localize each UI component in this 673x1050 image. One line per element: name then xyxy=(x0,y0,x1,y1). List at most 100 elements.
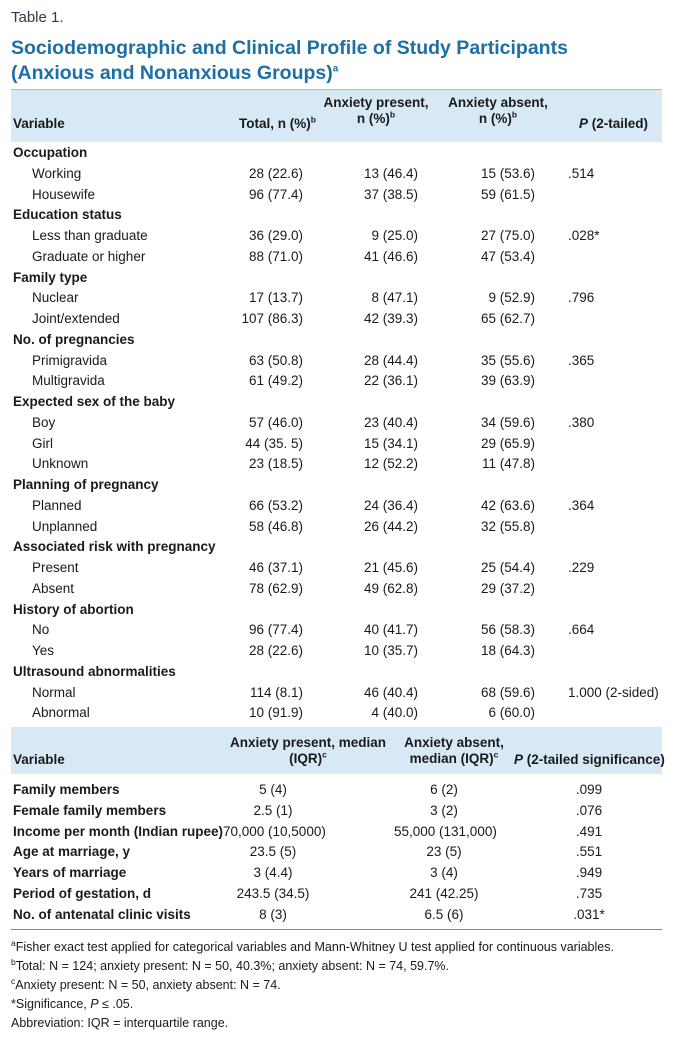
cell-anxiety-absent: 32 (55.8) xyxy=(480,518,535,534)
table-label: Table 1. xyxy=(11,9,64,26)
footnote: cAnxiety present: N = 50, anxiety absent… xyxy=(11,975,281,992)
row-label: Multigravida xyxy=(32,373,105,389)
cell-anxiety-absent: 42 (63.6) xyxy=(480,497,535,513)
section-heading: Family type xyxy=(13,269,88,285)
row-label: Period of gestation, d xyxy=(13,885,152,901)
cell-anxiety-present: 22 (36.1) xyxy=(363,373,418,389)
header2-variable: Variable xyxy=(13,752,65,767)
cell-anxiety-present: 23 (40.4) xyxy=(363,414,418,430)
row-label: Age at marriage, y xyxy=(13,844,131,860)
row-label: Yes xyxy=(32,643,55,658)
cell-anxiety-absent: 55,000 (131,000) xyxy=(394,823,497,839)
header-total: Total, n (%)b xyxy=(239,114,316,131)
cell-anxiety-present: 21 (45.6) xyxy=(363,560,418,575)
cell-total: 17 (13.7) xyxy=(248,290,303,306)
cell-anxiety-present: 10 (35.7) xyxy=(363,643,418,658)
cell-anxiety-present: 243.5 (34.5) xyxy=(236,885,310,901)
table-bottom-rule xyxy=(11,929,662,930)
cell-anxiety-present: 28 (44.4) xyxy=(363,352,418,368)
section-heading: Education status xyxy=(13,207,122,223)
cell-anxiety-present: 37 (38.5) xyxy=(363,186,418,202)
header-anxiety-absent: Anxiety absent, n (%)b xyxy=(448,95,548,126)
cell-anxiety-present: 4 (40.0) xyxy=(371,705,418,721)
cell-anxiety-absent: 29 (37.2) xyxy=(480,580,535,596)
cell-anxiety-present: 15 (34.1) xyxy=(363,435,418,451)
cell-anxiety-present: 70,000 (10,5000) xyxy=(223,823,326,839)
title-footnote-mark: a xyxy=(332,63,339,75)
header-band-continuous xyxy=(11,727,662,774)
cell-anxiety-present: 13 (46.4) xyxy=(363,165,418,181)
cell-total: 61 (49.2) xyxy=(248,373,303,389)
row-label: Absent xyxy=(32,580,75,596)
cell-total: 96 (77.4) xyxy=(248,622,303,638)
cell-anxiety-absent: 27 (75.0) xyxy=(480,228,535,243)
row-label: Abnormal xyxy=(32,705,90,721)
cell-total: 78 (62.9) xyxy=(248,580,303,596)
cell-anxiety-absent: 65 (62.7) xyxy=(480,311,535,326)
cell-anxiety-present: 42 (39.3) xyxy=(363,311,418,326)
cell-p-value: .514 xyxy=(568,165,595,181)
row-label: Girl xyxy=(32,435,53,451)
cell-anxiety-present: 3 (4.4) xyxy=(253,865,293,880)
cell-total: 96 (77.4) xyxy=(248,186,303,202)
section-heading: Planning of pregnancy xyxy=(13,477,159,492)
section-heading: Expected sex of the baby xyxy=(13,394,176,409)
cell-p-value: .664 xyxy=(568,622,595,638)
cell-anxiety-absent: 3 (4) xyxy=(430,865,458,880)
cell-total: 23 (18.5) xyxy=(248,456,303,472)
cell-anxiety-present: 8 (3) xyxy=(259,906,287,922)
header-band-categorical xyxy=(11,89,662,142)
cell-total: 46 (37.1) xyxy=(248,560,303,575)
cell-anxiety-absent: 6 (2) xyxy=(430,782,458,797)
title-line-2: (Anxious and Nonanxious Groups) xyxy=(11,62,333,84)
cell-total: 114 (8.1) xyxy=(249,684,303,700)
cell-p-value: .491 xyxy=(575,823,603,839)
cell-anxiety-absent: 34 (59.6) xyxy=(480,414,535,430)
cell-p-value: .735 xyxy=(575,885,603,901)
cell-anxiety-present: 23.5 (5) xyxy=(249,844,297,860)
cell-total: 10 (91.9) xyxy=(248,705,303,721)
cell-total: 28 (22.6) xyxy=(248,165,303,181)
cell-anxiety-absent: 15 (53.6) xyxy=(480,165,535,181)
cell-anxiety-absent: 6 (60.0) xyxy=(488,705,535,721)
section-heading: History of abortion xyxy=(13,601,134,617)
footnote: bTotal: N = 124; anxiety present: N = 50… xyxy=(11,956,449,973)
section-heading: Occupation xyxy=(13,145,88,160)
cell-anxiety-absent: 56 (58.3) xyxy=(480,622,535,638)
row-label: No xyxy=(32,622,50,638)
cell-anxiety-present: 12 (52.2) xyxy=(363,456,418,472)
footnote: Abbreviation: IQR = interquartile range. xyxy=(11,1016,229,1030)
cell-total: 107 (86.3) xyxy=(241,311,303,326)
header2-anxiety-absent: Anxiety absent, median (IQR)c xyxy=(404,735,504,766)
row-label: Nuclear xyxy=(32,290,79,306)
header-variable: Variable xyxy=(13,116,65,131)
cell-anxiety-absent: 59 (61.5) xyxy=(480,186,535,202)
row-label: Housewife xyxy=(32,186,96,202)
cell-anxiety-absent: 18 (64.3) xyxy=(480,643,535,658)
row-label: Unplanned xyxy=(32,518,98,534)
cell-anxiety-present: 24 (36.4) xyxy=(363,497,418,513)
row-label: Income per month (Indian rupee) xyxy=(13,823,224,839)
cell-anxiety-absent: 23 (5) xyxy=(426,844,462,860)
row-label: Graduate or higher xyxy=(32,248,146,264)
cell-anxiety-present: 41 (46.6) xyxy=(363,248,418,264)
cell-anxiety-absent: 68 (59.6) xyxy=(480,684,535,700)
cell-p-value: .365 xyxy=(568,352,595,368)
table-title: Sociodemographic and Clinical Profile of… xyxy=(11,36,662,86)
cell-p-value: .796 xyxy=(568,290,595,306)
cell-anxiety-absent: 25 (54.4) xyxy=(480,560,535,575)
cell-anxiety-present: 40 (41.7) xyxy=(363,622,418,638)
cell-anxiety-absent: 11 (47.8) xyxy=(481,456,535,472)
row-label: Primigravida xyxy=(32,352,108,368)
cell-anxiety-absent: 3 (2) xyxy=(430,802,458,818)
cell-anxiety-present: 9 (25.0) xyxy=(371,228,418,243)
cell-p-value: .364 xyxy=(568,497,595,513)
section-heading: No. of pregnancies xyxy=(13,331,135,347)
section-heading: Associated risk with pregnancy xyxy=(13,539,216,555)
row-label: Working xyxy=(32,165,82,181)
row-label: Planned xyxy=(32,497,82,513)
row-label: Unknown xyxy=(32,456,89,472)
section-heading: Ultrasound abnormalities xyxy=(13,663,176,679)
row-label: Years of marriage xyxy=(13,865,127,880)
cell-anxiety-present: 26 (44.2) xyxy=(363,518,418,534)
